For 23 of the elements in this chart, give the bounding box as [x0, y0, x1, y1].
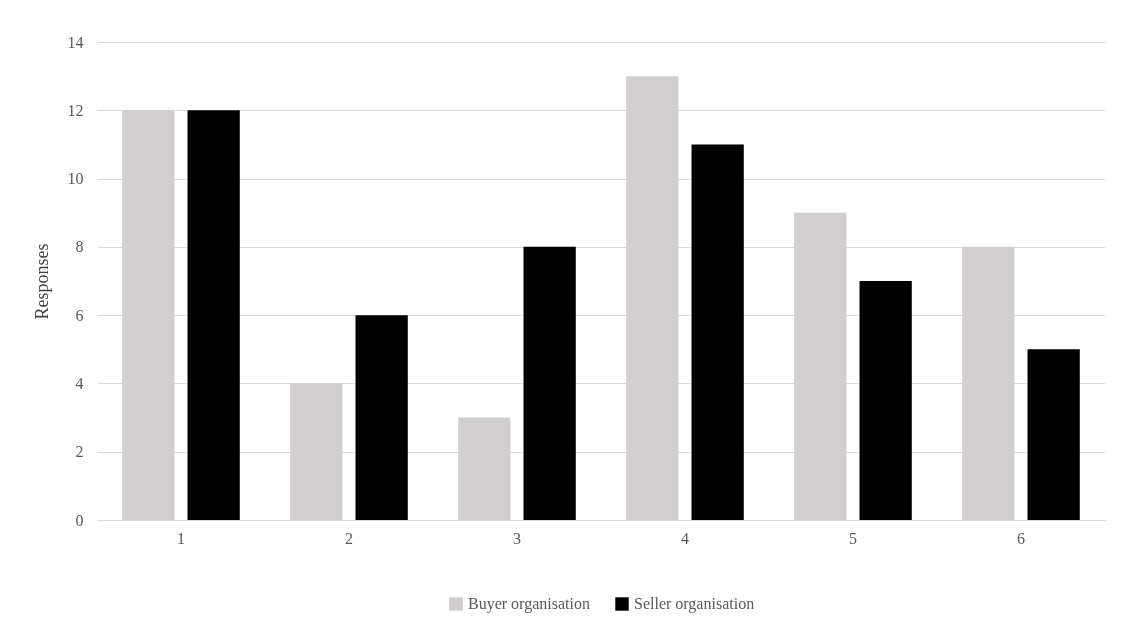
x-tick-label: 6: [1017, 529, 1025, 547]
y-axis-title: Responses: [31, 243, 52, 320]
bar: [859, 281, 912, 520]
legend-label: Buyer organisation: [468, 595, 590, 613]
x-tick-label: 1: [177, 529, 185, 547]
bar: [691, 144, 744, 520]
x-tick-label: 4: [681, 529, 689, 547]
x-tick-label: 3: [513, 529, 521, 547]
y-tick-label: 4: [75, 374, 84, 392]
bar: [187, 110, 240, 520]
bar: [1027, 349, 1080, 520]
y-tick-label: 12: [67, 101, 84, 119]
y-tick-label: 6: [75, 306, 84, 324]
y-tick-label: 0: [75, 511, 84, 529]
y-tick-label: 2: [75, 443, 84, 461]
bar: [523, 246, 576, 520]
legend-label: Seller organisation: [634, 595, 755, 613]
y-tick-label: 14: [67, 33, 84, 51]
y-tick-label: 8: [75, 238, 84, 256]
bar: [355, 315, 408, 520]
y-tick-label: 10: [67, 170, 84, 188]
x-tick-label: 5: [849, 529, 857, 547]
x-tick-label: 2: [345, 529, 353, 547]
